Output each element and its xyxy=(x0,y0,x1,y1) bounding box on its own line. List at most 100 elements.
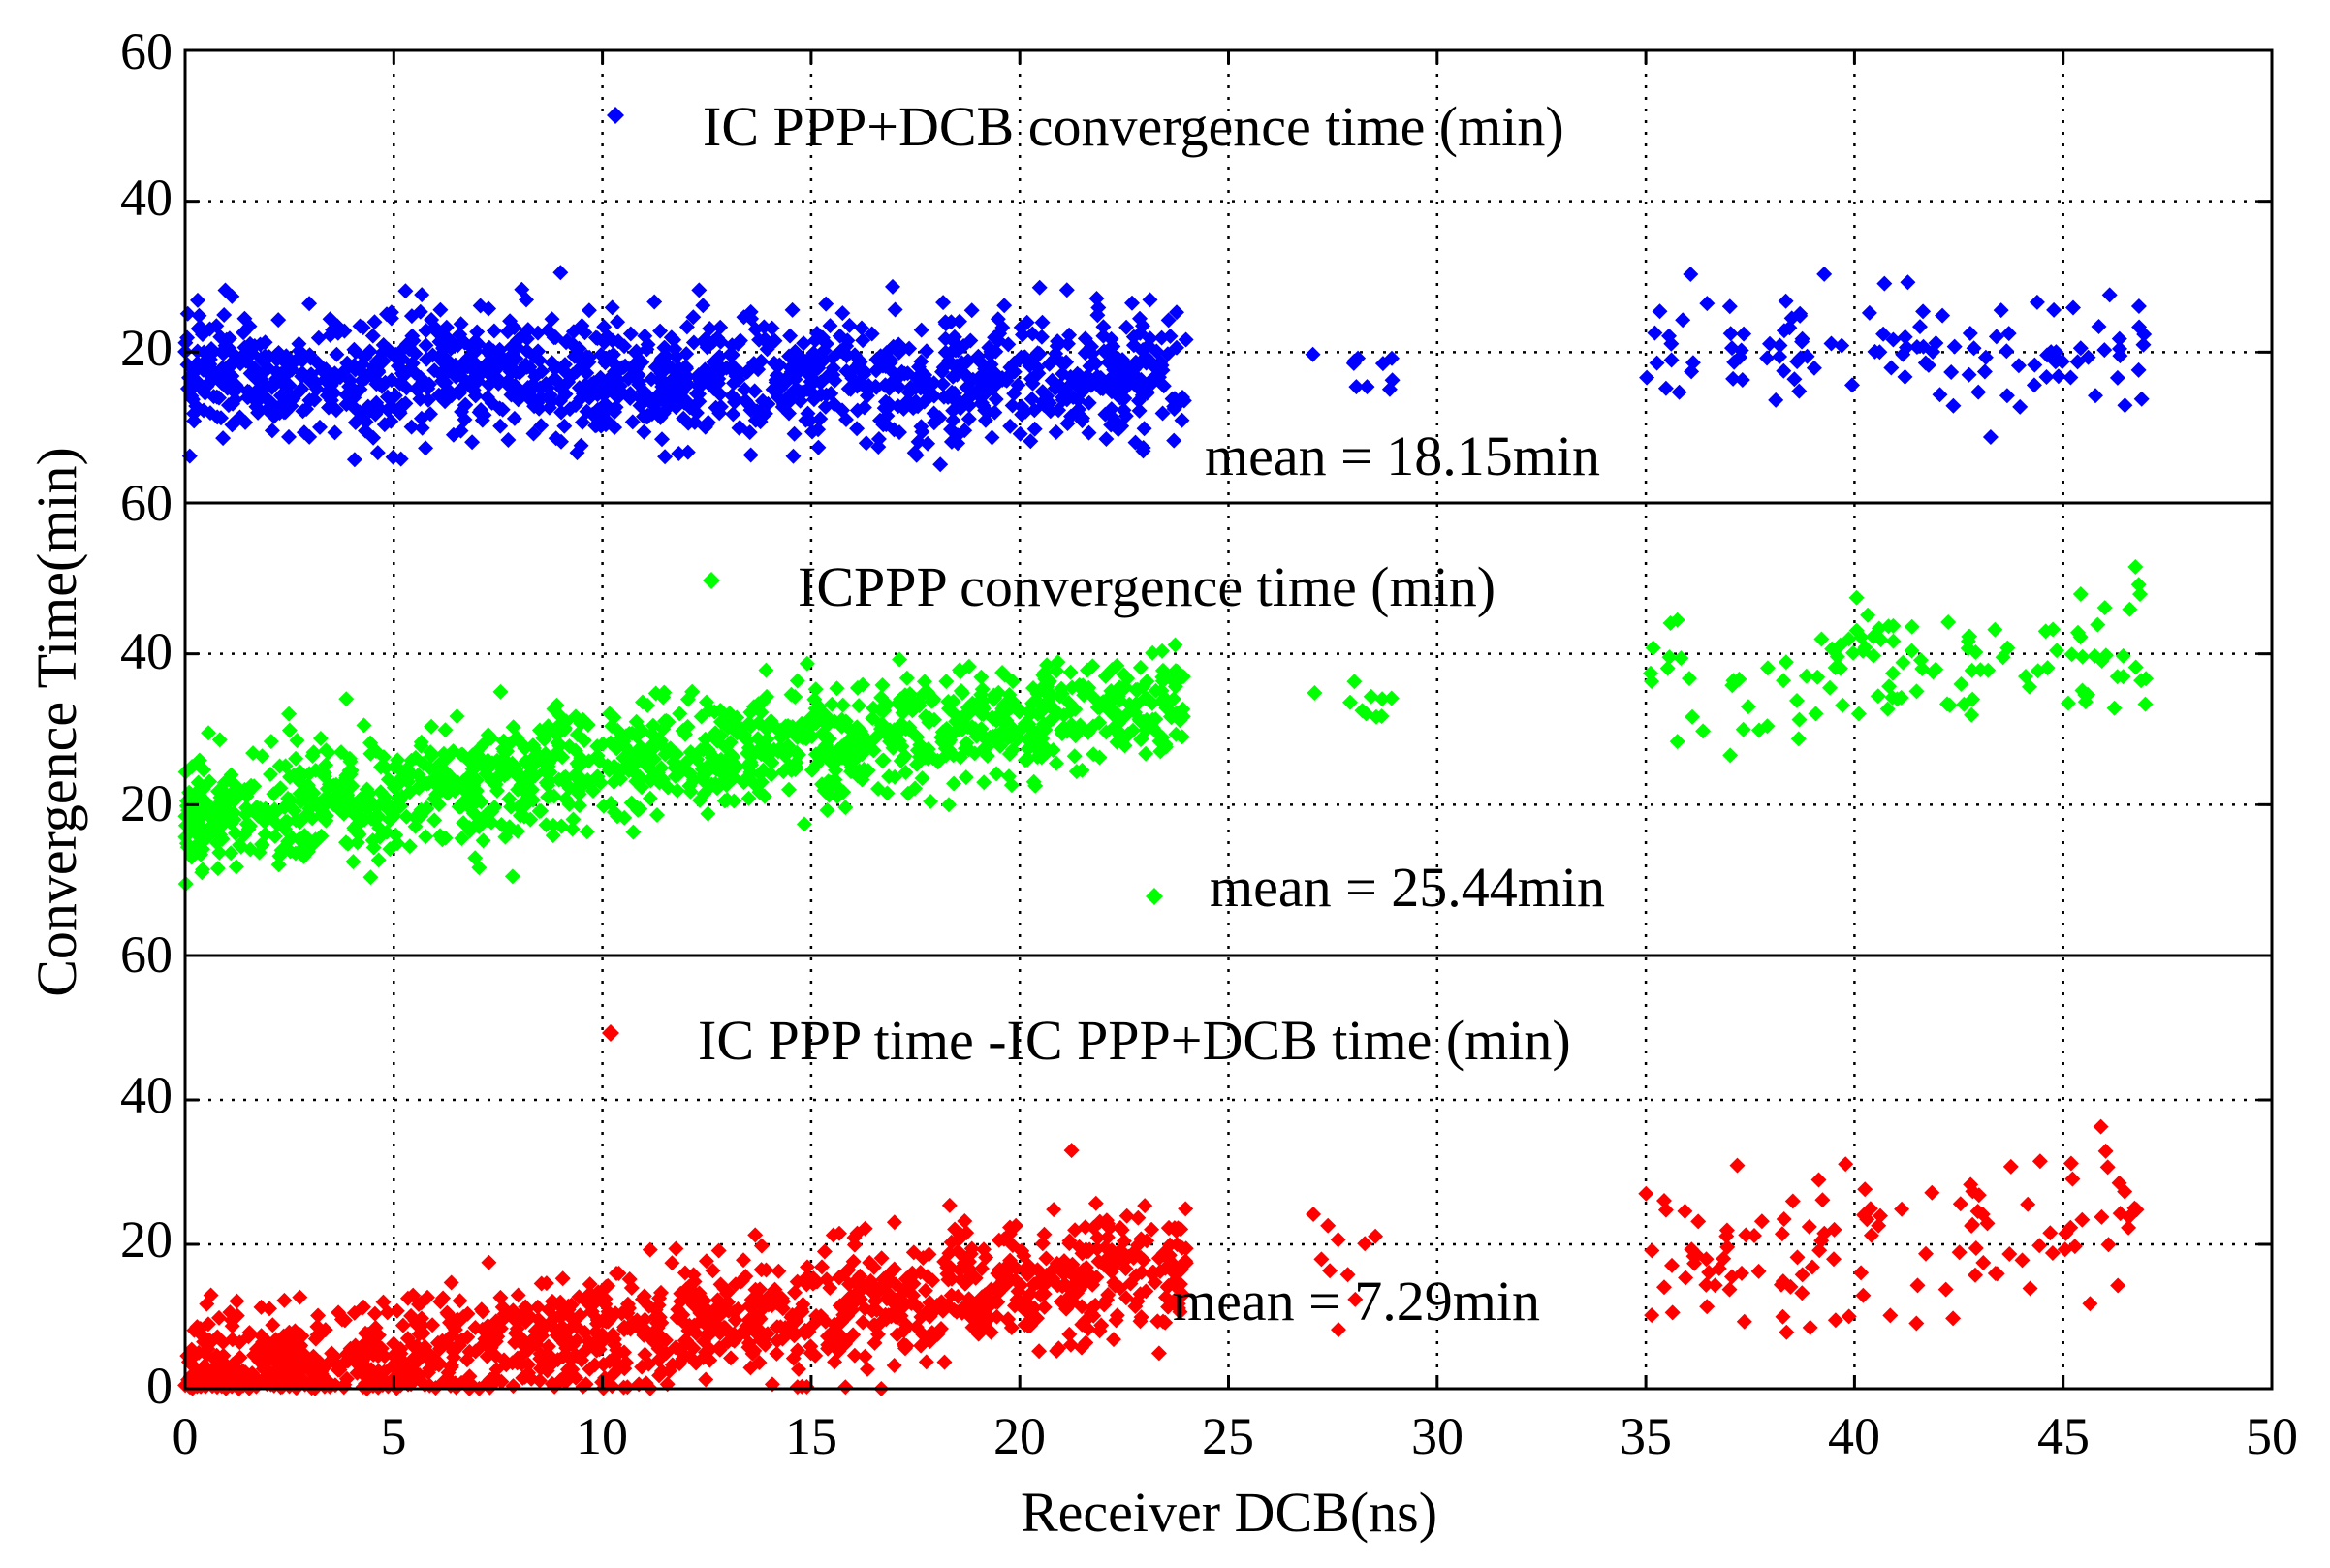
point xyxy=(387,388,403,404)
x-tick-label-4: 20 xyxy=(993,1407,1046,1465)
point xyxy=(370,852,387,868)
point xyxy=(851,698,867,714)
point xyxy=(179,305,196,322)
point xyxy=(666,754,681,770)
point xyxy=(398,336,415,353)
point xyxy=(1677,1203,1693,1219)
point xyxy=(468,816,485,832)
point xyxy=(394,788,410,804)
point xyxy=(1155,663,1172,679)
point xyxy=(1142,292,1158,308)
point xyxy=(1106,361,1122,378)
point xyxy=(834,305,851,322)
point xyxy=(1313,1251,1330,1268)
point xyxy=(1695,723,1712,739)
point xyxy=(594,1312,611,1329)
point xyxy=(322,327,338,343)
point xyxy=(753,353,770,369)
point xyxy=(305,744,322,761)
point xyxy=(1684,363,1700,380)
point xyxy=(261,1372,277,1389)
point xyxy=(215,346,232,361)
point xyxy=(1169,339,1184,356)
point xyxy=(676,1337,692,1354)
point xyxy=(1136,421,1152,437)
point xyxy=(293,347,309,363)
point xyxy=(1935,307,1951,324)
point xyxy=(816,1243,833,1260)
point xyxy=(1885,633,1902,649)
point xyxy=(727,1312,743,1329)
point xyxy=(1964,1218,1980,1234)
point xyxy=(365,429,382,446)
point xyxy=(547,370,563,387)
point xyxy=(1863,1227,1879,1243)
point xyxy=(495,740,512,757)
point xyxy=(371,820,388,836)
point xyxy=(291,831,307,847)
point xyxy=(1673,650,1689,667)
point xyxy=(432,301,449,318)
point xyxy=(961,397,978,414)
point xyxy=(2062,369,2079,386)
point xyxy=(403,419,420,435)
point xyxy=(822,753,838,769)
point xyxy=(488,1348,504,1364)
point xyxy=(253,1299,269,1315)
point xyxy=(1131,711,1148,728)
point xyxy=(1035,1274,1052,1291)
point xyxy=(771,1263,787,1279)
point xyxy=(552,392,568,409)
point xyxy=(1952,1196,1968,1212)
series-points-p0 xyxy=(177,265,2153,473)
point xyxy=(937,314,954,330)
point xyxy=(461,799,478,815)
point xyxy=(834,711,850,728)
point xyxy=(2050,368,2066,385)
point xyxy=(1125,329,1142,345)
point xyxy=(1029,749,1046,766)
point xyxy=(677,726,694,742)
point xyxy=(413,737,429,754)
point xyxy=(1945,397,1962,414)
point xyxy=(506,410,522,426)
point xyxy=(804,1275,821,1292)
point xyxy=(1144,1221,1160,1238)
point xyxy=(301,296,318,312)
point xyxy=(388,827,404,843)
point xyxy=(281,1357,298,1373)
point xyxy=(763,1292,779,1308)
point xyxy=(644,371,660,388)
point xyxy=(697,1344,713,1361)
point xyxy=(897,765,914,780)
point xyxy=(698,1371,714,1388)
point xyxy=(646,769,663,786)
point xyxy=(1778,654,1794,671)
axes-frame xyxy=(183,48,2274,1391)
point xyxy=(1157,738,1174,755)
point xyxy=(575,414,590,430)
point xyxy=(216,774,233,791)
point xyxy=(690,367,707,383)
point xyxy=(818,296,834,312)
point xyxy=(1977,349,1994,365)
point xyxy=(263,734,279,750)
point xyxy=(1133,732,1149,748)
point xyxy=(500,373,516,390)
point xyxy=(1976,363,1993,380)
point xyxy=(1734,372,1750,388)
point xyxy=(1036,1286,1053,1302)
point xyxy=(579,349,595,364)
point xyxy=(886,1303,902,1319)
point xyxy=(435,1290,452,1306)
y-tick-label-p2-0: 0 xyxy=(146,1357,173,1415)
point xyxy=(1804,1259,1820,1275)
point xyxy=(1801,1218,1817,1235)
point xyxy=(769,1345,785,1362)
point xyxy=(1993,302,2009,319)
point xyxy=(1106,1332,1121,1348)
point xyxy=(1013,319,1029,335)
point xyxy=(791,1361,806,1377)
point xyxy=(701,757,717,773)
point xyxy=(233,838,249,855)
